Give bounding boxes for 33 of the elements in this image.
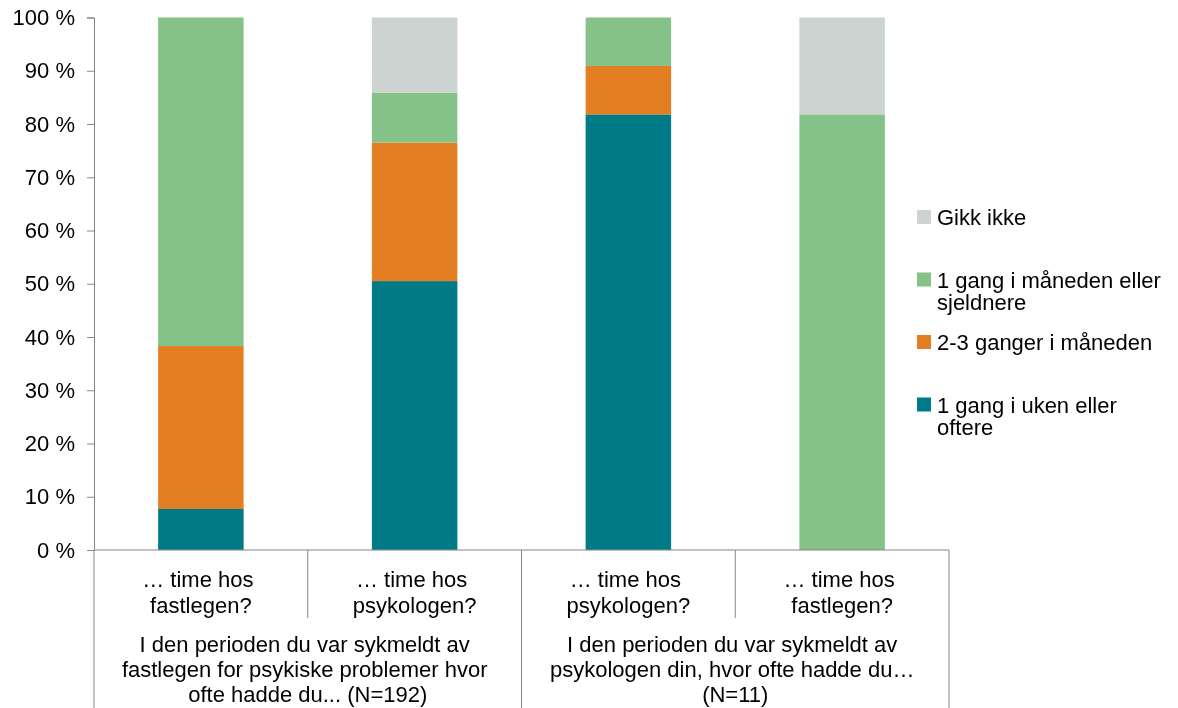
y-tick-label: 20 %	[24, 431, 75, 457]
x-tick-label: … time hos psykologen?	[566, 567, 691, 618]
y-tick-label: 100 %	[12, 5, 75, 31]
y-tick-label: 70 %	[24, 164, 75, 190]
bar	[371, 92, 458, 143]
legend-label: 1 gang i uken eller oftere	[937, 392, 1123, 440]
y-tick-label: 40 %	[24, 324, 75, 350]
legend-label: Gikk ikke	[937, 205, 1027, 230]
bar	[371, 281, 458, 550]
bar	[585, 17, 672, 66]
bar	[158, 346, 244, 509]
y-tick-label: 10 %	[24, 484, 75, 510]
y-tick-label: 90 %	[24, 58, 75, 84]
bar	[799, 17, 885, 115]
bar	[158, 509, 244, 550]
x-tick-label: … time hos fastlegen?	[783, 567, 901, 618]
x-tick-label: … time hos fastlegen?	[142, 567, 260, 618]
bar	[371, 17, 458, 93]
y-tick-label: 0 %	[37, 537, 75, 563]
legend-label: 1 gang i måneden eller sjeldnere	[937, 267, 1167, 315]
bar	[799, 114, 885, 550]
bar	[158, 17, 244, 347]
y-tick-label: 60 %	[24, 218, 75, 244]
x-tick-label: … time hos psykologen?	[352, 567, 477, 618]
bar	[585, 114, 672, 550]
text: I den perioden du var sykmeldt av psykologen din, hvor ofte hadde du… (N=11)	[549, 632, 921, 707]
bar	[371, 142, 458, 282]
y-tick-label: 50 %	[24, 271, 75, 297]
bar	[585, 65, 672, 115]
y-tick-label: 30 %	[24, 377, 75, 403]
text: I den perioden du var sykmeldt av fastlegen for psykiske problemer hvor ofte hadde du... (N=192)	[121, 632, 494, 707]
y-tick-label: 80 %	[24, 111, 75, 137]
legend-label: 2-3 ganger i måneden	[937, 330, 1153, 355]
